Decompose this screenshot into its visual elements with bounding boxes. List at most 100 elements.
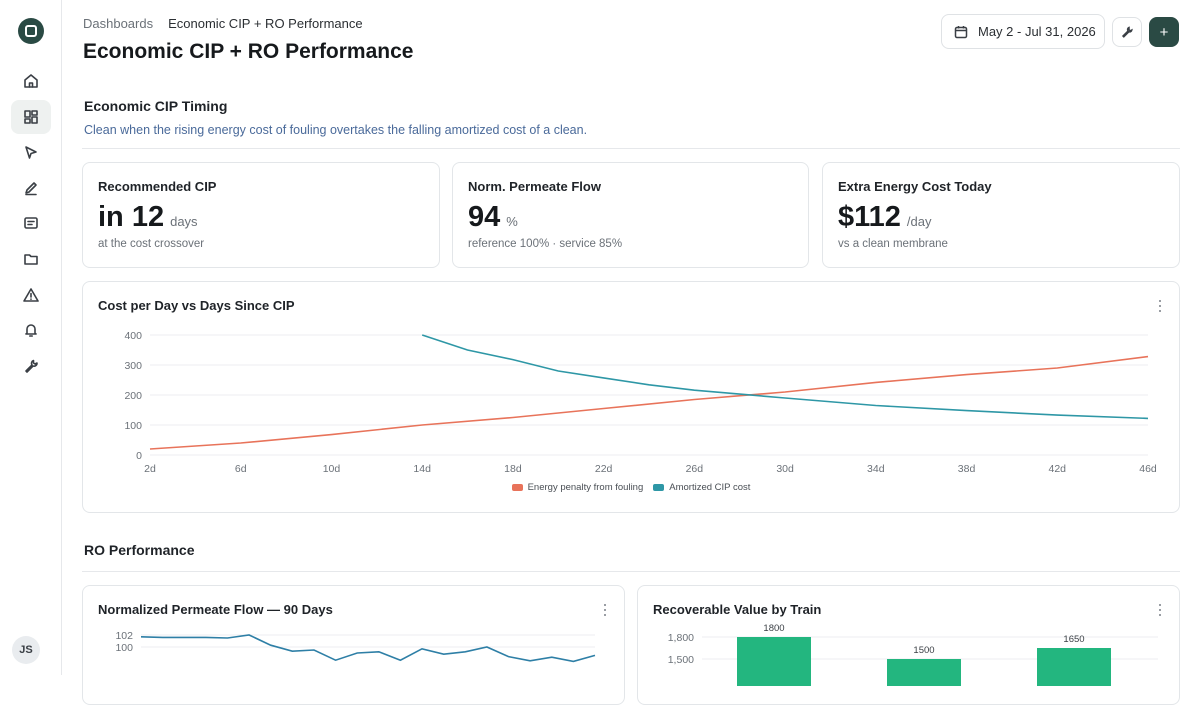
nav-alerts[interactable] xyxy=(11,278,51,312)
series-line xyxy=(421,334,1149,420)
kpi-value-row: $112 /day xyxy=(838,201,932,234)
legend-item-energy[interactable]: Energy penalty from fouling xyxy=(511,482,644,493)
cip-section-subtitle: Clean when the rising energy cost of fou… xyxy=(84,123,588,137)
nav-reports[interactable] xyxy=(11,206,51,240)
series-line xyxy=(149,355,1149,450)
value-chart-card: Recoverable Value by Train 1,500 1,800 180… xyxy=(637,585,1180,705)
kpi-unit: days xyxy=(170,214,198,229)
flow-chart-title: Normalized Permeate Flow — 90 Days xyxy=(98,602,333,617)
sidebar: JS xyxy=(0,0,62,675)
legend-swatch xyxy=(511,484,523,491)
cursor-icon xyxy=(25,146,37,159)
kpi-title: Extra Energy Cost Today xyxy=(838,179,992,194)
breadcrumb-current: Economic CIP + RO Performance xyxy=(168,16,363,31)
kpi-value-row: in 12 days xyxy=(98,201,198,234)
x-tick-label: 18d xyxy=(504,463,522,475)
x-tick-label: 2d xyxy=(144,463,156,475)
x-tick-label: 14d xyxy=(413,463,431,475)
kpi-card-recommended-cip: Recommended CIP in 12 days at the cost c… xyxy=(82,162,440,268)
series-line xyxy=(140,634,596,663)
kpi-subtext: vs a clean membrane xyxy=(838,238,948,250)
more-options-icon[interactable] xyxy=(1155,604,1165,616)
kpi-card-permeate-flow: Norm. Permeate Flow 94 % reference 100% … xyxy=(452,162,809,268)
y-tick-label: 100 xyxy=(115,642,133,654)
x-tick-label: 38d xyxy=(958,463,976,475)
date-range-picker[interactable]: May 2 - Jul 31, 2026 xyxy=(941,14,1105,49)
alert-icon xyxy=(23,288,39,302)
kpi-title: Recommended CIP xyxy=(98,179,217,194)
kpi-value: in 12 xyxy=(98,201,165,233)
cost-chart-legend: Energy penalty from fouling Amortized CI… xyxy=(83,482,1179,493)
kpi-value-row: 94 % xyxy=(468,201,518,234)
cost-chart-plot: 0 100 200 300 400 2d 6d 10d 14d 18d 22d 26d 30d 34d 38… xyxy=(124,330,1157,475)
kpi-value: 94 xyxy=(468,201,501,233)
kpi-unit: /day xyxy=(906,214,932,229)
x-tick-label: 46d xyxy=(1139,463,1157,475)
y-tick-label: 300 xyxy=(124,360,142,372)
kpi-card-energy-cost: Extra Energy Cost Today $112 /day vs a c… xyxy=(822,162,1180,268)
legend-label: Amortized CIP cost xyxy=(669,482,751,493)
bell-icon xyxy=(25,324,37,337)
x-tick-label: 6d xyxy=(235,463,247,475)
legend-item-cip[interactable]: Amortized CIP cost xyxy=(653,482,750,493)
cost-chart-card: Cost per Day vs Days Since CIP 0 100 200 30… xyxy=(82,281,1180,513)
y-tick-label: 102 xyxy=(115,630,133,642)
flow-chart-card: Normalized Permeate Flow — 90 Days 100 10… xyxy=(82,585,625,705)
app-logo[interactable] xyxy=(18,18,44,44)
folder-icon xyxy=(24,254,38,265)
kpi-subtext: at the cost crossover xyxy=(98,238,205,250)
breadcrumb-dashboards[interactable]: Dashboards xyxy=(83,16,154,31)
report-icon xyxy=(24,217,38,229)
x-tick-label: 22d xyxy=(595,463,613,475)
kpi-value: $112 xyxy=(838,201,901,233)
y-tick-label: 1,500 xyxy=(668,654,694,666)
bar xyxy=(737,637,811,686)
value-chart-plot: 1,500 1,800 1800 1500 1650 xyxy=(668,623,1158,686)
ro-section-title: RO Performance xyxy=(84,542,195,558)
y-tick-label: 0 xyxy=(136,450,142,462)
legend-label: Energy penalty from fouling xyxy=(527,482,644,493)
kpi-title: Norm. Permeate Flow xyxy=(468,179,601,194)
section-divider xyxy=(82,148,1180,149)
edit-tools-button[interactable] xyxy=(1112,17,1142,47)
kpi-unit: % xyxy=(506,214,518,229)
breadcrumb: Dashboards Economic CIP + RO Performance xyxy=(83,16,363,31)
cost-chart-title: Cost per Day vs Days Since CIP xyxy=(98,298,295,313)
y-tick-label: 100 xyxy=(124,420,142,432)
x-tick-label: 10d xyxy=(323,463,341,475)
nav-home[interactable] xyxy=(11,64,51,98)
wrench-icon xyxy=(25,359,38,373)
y-tick-label: 200 xyxy=(124,390,142,402)
pen-icon xyxy=(25,182,37,196)
avatar[interactable]: JS xyxy=(12,636,40,664)
main-content: Dashboards Economic CIP + RO Performance… xyxy=(62,0,1200,705)
date-range-label: May 2 - Jul 31, 2026 xyxy=(978,24,1096,39)
nav-tools[interactable] xyxy=(11,349,51,383)
home-icon xyxy=(24,74,38,88)
bar-data-label: 1500 xyxy=(913,645,934,656)
bar xyxy=(1037,648,1111,686)
y-tick-label: 1,800 xyxy=(668,632,694,644)
value-chart-title: Recoverable Value by Train xyxy=(653,602,822,617)
more-options-icon[interactable] xyxy=(600,604,610,616)
calendar-icon xyxy=(954,25,968,38)
legend-swatch xyxy=(653,484,665,491)
wrench-icon xyxy=(1121,26,1133,38)
nav-dashboards[interactable] xyxy=(11,100,51,134)
dashboard-icon xyxy=(24,110,38,124)
bar xyxy=(887,659,961,686)
nav-files[interactable] xyxy=(11,242,51,276)
kpi-subtext: reference 100% · service 85% xyxy=(468,238,623,250)
cip-section-title: Economic CIP Timing xyxy=(84,98,228,114)
bar-data-label: 1800 xyxy=(763,623,784,634)
nav-cursor[interactable] xyxy=(11,136,51,170)
nav-notifications[interactable] xyxy=(11,313,51,347)
x-tick-label: 26d xyxy=(686,463,704,475)
more-options-icon[interactable] xyxy=(1155,300,1165,312)
section-divider xyxy=(82,571,1180,572)
nav-edit[interactable] xyxy=(11,171,51,205)
add-button[interactable]: + xyxy=(1149,17,1179,47)
page-title: Economic CIP + RO Performance xyxy=(83,40,414,63)
x-tick-label: 30d xyxy=(776,463,794,475)
